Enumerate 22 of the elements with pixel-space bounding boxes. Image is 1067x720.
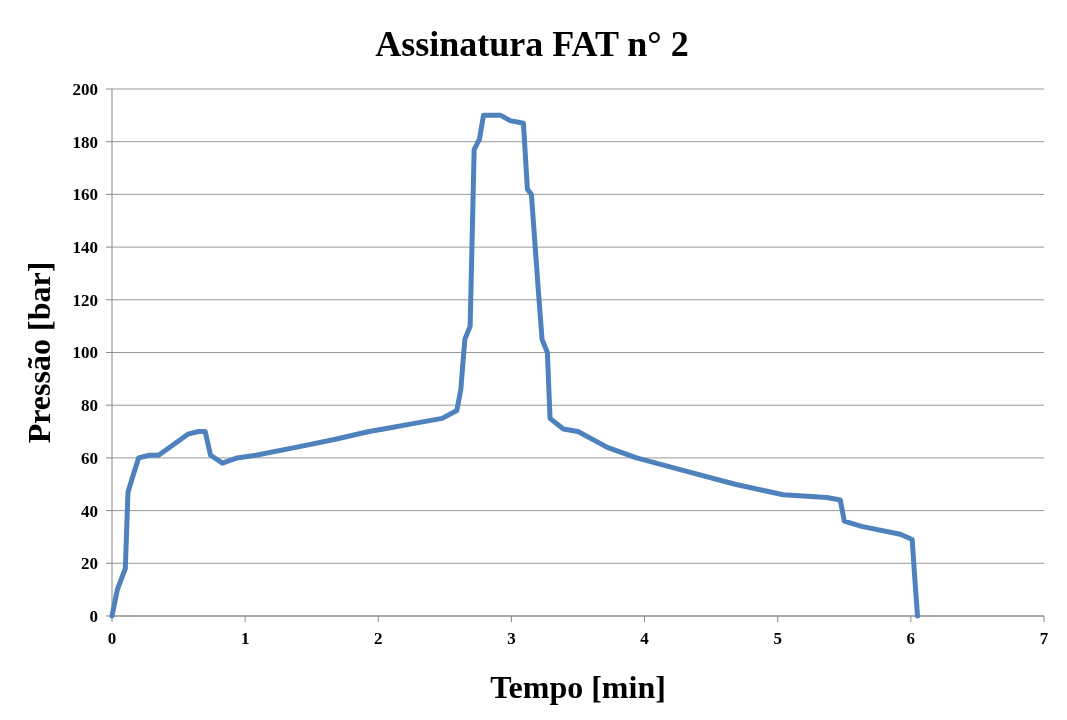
x-tick-label: 6	[906, 629, 916, 648]
y-tick-label: 60	[81, 448, 98, 468]
y-tick-label: 160	[72, 185, 98, 205]
x-axis-title: Tempo [min]	[490, 669, 666, 705]
y-tick-label: 200	[72, 79, 98, 99]
x-tick-label: 4	[640, 629, 650, 648]
y-tick-label: 100	[72, 343, 98, 363]
y-tick-label: 140	[72, 238, 98, 258]
x-tick-label: 0	[107, 629, 117, 648]
chart-title: Assinatura FAT n° 2	[375, 24, 689, 64]
y-tick-label: 120	[72, 290, 98, 310]
y-tick-label: 20	[81, 554, 98, 574]
x-tick-label: 7	[1039, 629, 1049, 648]
x-tick-label: 2	[374, 629, 383, 648]
y-tick-label: 0	[89, 606, 98, 626]
y-axis-title: Pressão [bar]	[21, 261, 57, 444]
y-tick-label: 180	[72, 132, 98, 152]
x-tick-label: 3	[507, 629, 516, 648]
y-tick-label: 80	[81, 396, 98, 416]
x-tick-label: 1	[240, 629, 250, 648]
x-tick-label: 5	[773, 629, 782, 648]
y-tick-label: 40	[81, 501, 98, 521]
